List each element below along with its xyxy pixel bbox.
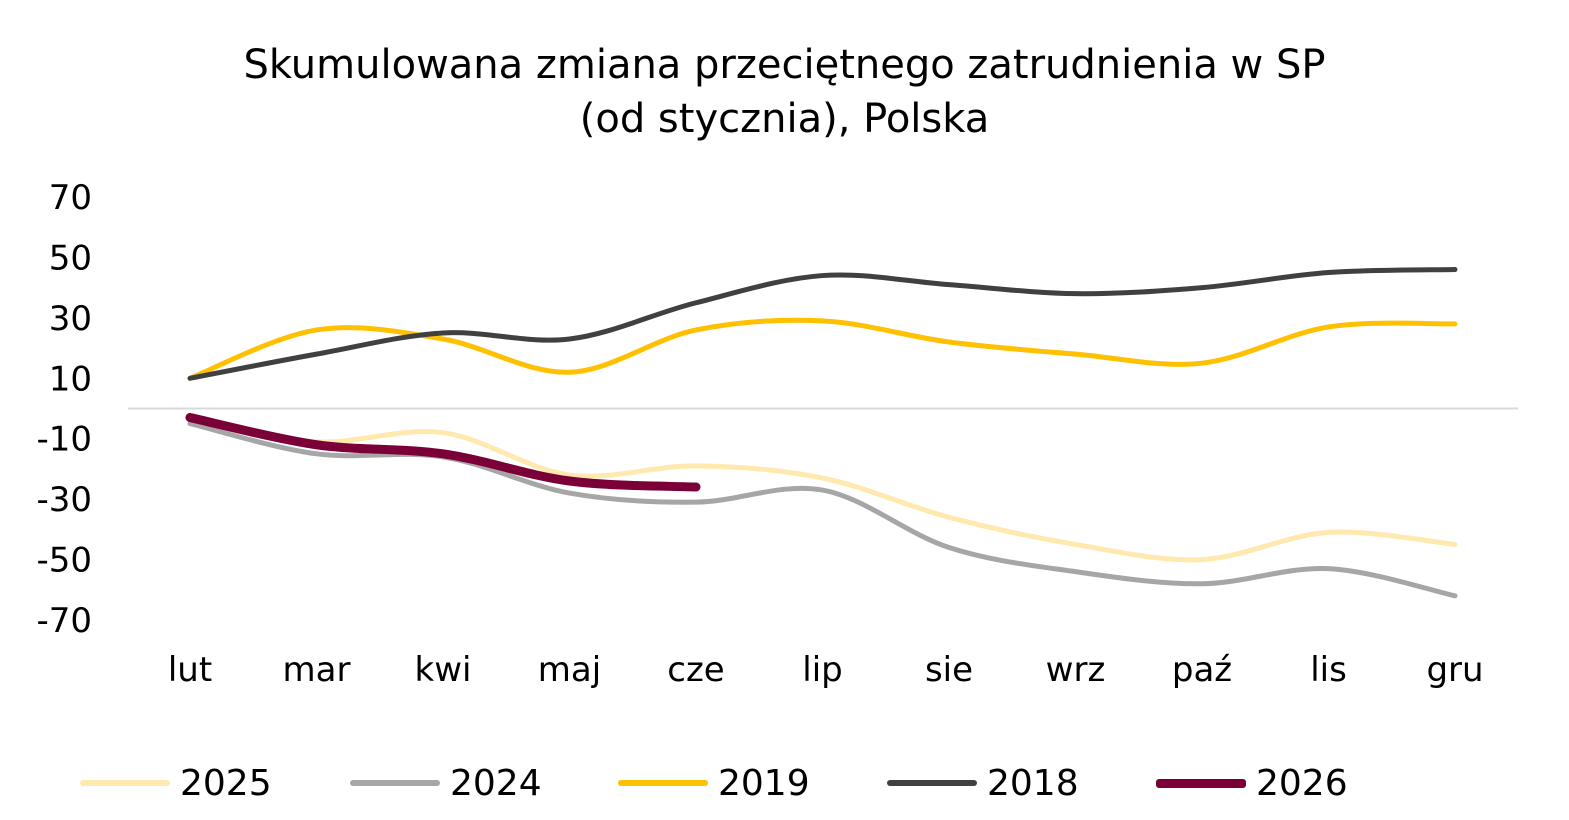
legend-swatch — [1156, 778, 1246, 788]
legend-label: 2025 — [180, 762, 272, 804]
x-tick-label: lut — [168, 650, 212, 690]
x-tick-label: lip — [802, 650, 842, 690]
series-line-2025 — [187, 418, 1458, 563]
y-tick-label: -30 — [36, 480, 92, 520]
y-tick-label: 70 — [49, 178, 92, 218]
legend-item-2018: 2018 — [887, 758, 1079, 808]
legend-item-2019: 2019 — [618, 758, 810, 808]
legend-swatch — [350, 780, 440, 786]
x-tick-label: cze — [667, 650, 724, 690]
y-tick-label: -50 — [36, 541, 92, 581]
legend-label: 2019 — [718, 762, 810, 804]
legend-label: 2024 — [450, 762, 542, 804]
chart-title: Skumulowana zmiana przeciętnego zatrudni… — [0, 38, 1569, 146]
series-line-2018 — [187, 267, 1458, 381]
x-tick-label: paź — [1172, 650, 1232, 690]
chart-title-line-2: (od stycznia), Polska — [579, 96, 990, 142]
legend-swatch — [887, 780, 977, 786]
x-tick-label: gru — [1426, 650, 1483, 690]
legend-item-2026: 2026 — [1156, 758, 1348, 808]
x-tick-label: mar — [283, 650, 351, 690]
y-tick-label: 30 — [49, 299, 92, 339]
line-chart: 70 50 30 10 -10 -30 -50 -70 lut mar kwi maj cze lip si… — [36, 178, 1518, 690]
legend-item-2025: 2025 — [80, 758, 272, 808]
series-line-2026 — [185, 413, 701, 492]
series-line-2019 — [187, 317, 1458, 381]
x-tick-label: maj — [538, 650, 601, 690]
x-tick-label: wrz — [1046, 650, 1106, 690]
y-tick-label: -70 — [36, 601, 92, 641]
legend-swatch — [80, 780, 170, 786]
y-tick-label: 10 — [49, 359, 92, 399]
x-tick-label: lis — [1310, 650, 1347, 690]
legend-label: 2018 — [987, 762, 1079, 804]
legend-swatch — [618, 780, 708, 786]
x-tick-label: sie — [925, 650, 973, 690]
y-tick-label: 50 — [49, 238, 92, 278]
x-tick-label: kwi — [415, 650, 472, 690]
legend: 2025 2024 2019 2018 2026 — [0, 758, 1569, 808]
chart-title-line-1: Skumulowana zmiana przeciętnego zatrudni… — [243, 42, 1326, 88]
y-tick-label: -10 — [36, 420, 92, 460]
legend-item-2024: 2024 — [350, 758, 542, 808]
legend-label: 2026 — [1256, 762, 1348, 804]
